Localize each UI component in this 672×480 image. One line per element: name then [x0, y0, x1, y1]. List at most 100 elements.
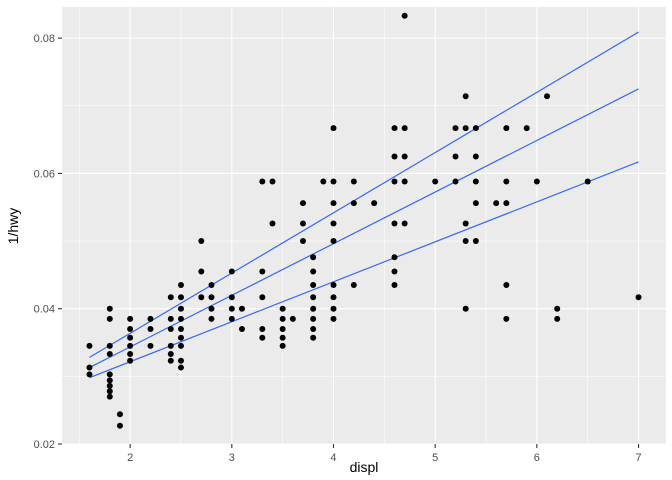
data-point [177, 315, 184, 322]
data-point [127, 357, 134, 364]
data-point [147, 315, 154, 322]
quantile-line [89, 161, 639, 379]
data-point [310, 282, 317, 289]
data-point [106, 393, 113, 400]
data-point [493, 200, 500, 207]
data-point [472, 238, 479, 245]
data-point [177, 282, 184, 289]
data-point [127, 326, 134, 332]
data-point [167, 342, 174, 349]
data-points [86, 12, 642, 429]
data-point [198, 268, 205, 275]
data-point [452, 125, 459, 132]
data-point [401, 220, 408, 227]
data-point [635, 294, 642, 301]
data-point [86, 364, 93, 371]
data-point [432, 178, 439, 185]
data-point [401, 178, 408, 185]
data-point [472, 200, 479, 207]
data-point [391, 125, 398, 132]
data-point [228, 294, 235, 301]
data-point [544, 93, 551, 100]
data-point [330, 315, 337, 322]
data-point [127, 315, 134, 322]
data-point [299, 220, 306, 227]
data-point [452, 178, 459, 185]
data-point [320, 178, 327, 185]
data-point [228, 268, 235, 275]
data-point [177, 305, 184, 312]
data-point [350, 200, 357, 207]
data-point [310, 294, 317, 301]
data-point [330, 220, 337, 227]
data-point [86, 371, 93, 378]
data-point [330, 305, 337, 312]
data-point [106, 388, 113, 395]
data-point [584, 178, 591, 185]
x-tick-label: 4 [330, 452, 336, 464]
data-point [452, 153, 459, 160]
data-point [310, 334, 317, 341]
data-point [462, 238, 469, 245]
data-point [310, 268, 317, 275]
data-point [259, 268, 266, 275]
data-point [198, 238, 205, 245]
data-point [106, 377, 113, 384]
data-point [259, 334, 266, 341]
data-point [106, 351, 113, 358]
data-point [228, 305, 235, 312]
data-point [167, 357, 174, 364]
y-tick-label: 0.04 [34, 304, 55, 316]
data-point [462, 125, 469, 132]
x-tick-label: 3 [229, 452, 235, 464]
data-point [533, 178, 540, 185]
data-point [330, 125, 337, 132]
data-point [279, 315, 286, 322]
data-point [391, 153, 398, 160]
data-point [472, 153, 479, 160]
data-point [208, 294, 215, 301]
data-point [86, 342, 93, 349]
data-point [106, 305, 113, 312]
data-point [238, 326, 245, 332]
data-point [208, 305, 215, 312]
data-point [554, 305, 561, 312]
data-point [503, 200, 510, 207]
data-point [310, 254, 317, 261]
data-point [299, 200, 306, 207]
data-point [259, 294, 266, 301]
data-point [462, 305, 469, 312]
data-point [208, 282, 215, 289]
data-point [177, 364, 184, 371]
data-point [310, 326, 317, 332]
y-tick-label: 0.08 [34, 33, 55, 45]
data-point [167, 315, 174, 322]
data-point [554, 315, 561, 322]
data-point [279, 305, 286, 312]
data-point [106, 342, 113, 349]
major-gridlines [62, 7, 666, 445]
data-point [299, 238, 306, 245]
data-point [167, 294, 174, 301]
data-point [391, 220, 398, 227]
data-point [330, 294, 337, 301]
data-point [127, 342, 134, 349]
data-point [177, 342, 184, 349]
data-point [391, 268, 398, 275]
data-point [147, 326, 154, 332]
data-point [523, 125, 530, 132]
data-point [106, 315, 113, 322]
data-point [269, 178, 276, 185]
data-point [259, 326, 266, 332]
x-axis-title: displ [350, 459, 379, 475]
data-point [147, 342, 154, 349]
data-point [167, 351, 174, 358]
data-point [330, 282, 337, 289]
data-point [401, 153, 408, 160]
data-point [310, 315, 317, 322]
data-point [401, 125, 408, 132]
data-point [330, 238, 337, 245]
data-point [106, 371, 113, 378]
data-point [472, 178, 479, 185]
data-point [198, 294, 205, 301]
